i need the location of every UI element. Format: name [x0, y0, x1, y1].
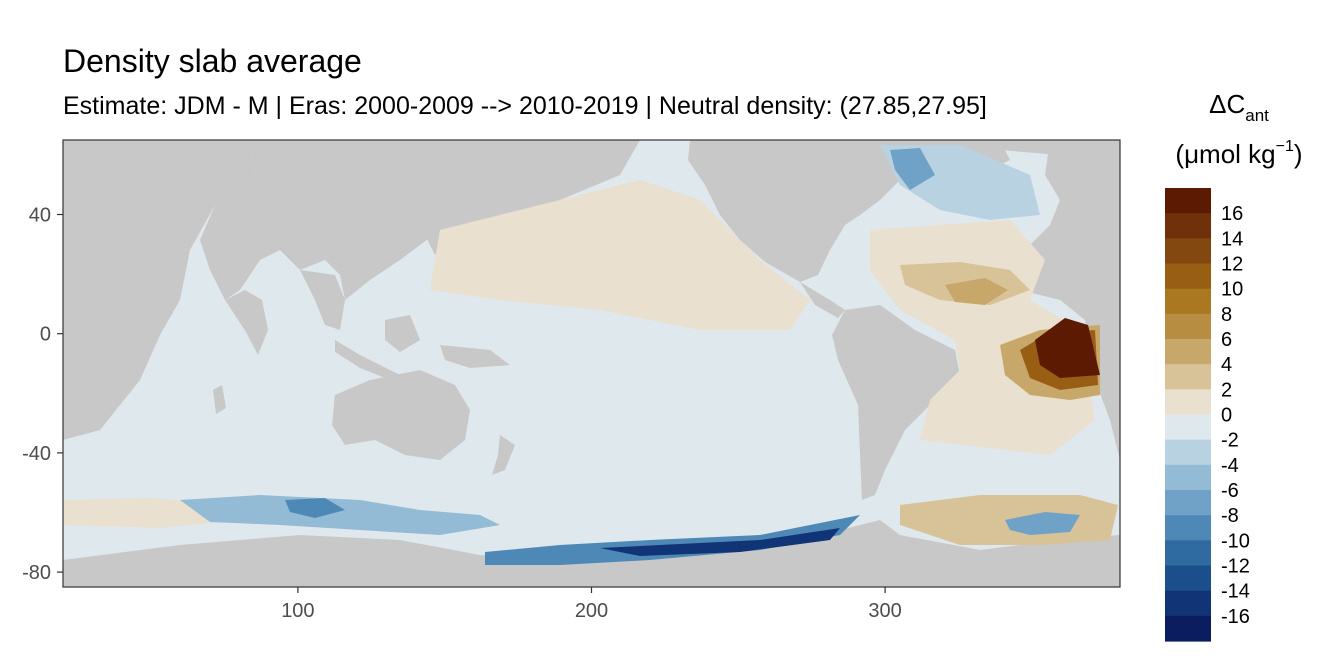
legend-title: ΔCant	[1209, 89, 1269, 125]
legend-swatch	[1165, 288, 1211, 315]
north-atlantic-core	[945, 278, 1008, 305]
anomaly-patches	[63, 145, 1118, 565]
legend-swatch	[1165, 238, 1211, 265]
y-tick-label: 0	[40, 324, 51, 346]
legend-unit-open: (μmol kg	[1175, 139, 1275, 169]
legend-label: 12	[1221, 254, 1243, 276]
legend-swatch	[1165, 188, 1211, 214]
legend-title-sub: ant	[1245, 106, 1269, 125]
labrador-sea-core	[890, 148, 935, 190]
legend-label: -4	[1221, 455, 1239, 477]
legend-swatch	[1165, 565, 1211, 592]
land-antarctica	[63, 520, 1120, 587]
legend-label: -2	[1221, 430, 1239, 452]
land-new-zealand	[492, 435, 515, 475]
land-central-america	[800, 282, 845, 318]
legend-label: -16	[1221, 606, 1250, 628]
legend-label: -12	[1221, 556, 1250, 578]
indian-southern-negative	[180, 495, 500, 535]
legend-label: 8	[1221, 304, 1232, 326]
legend-swatch	[1165, 213, 1211, 239]
legend-swatch	[1165, 464, 1211, 491]
chart-title: Density slab average	[63, 43, 362, 79]
legend-swatch	[1165, 515, 1211, 541]
legend-unit-sup: −1	[1276, 138, 1294, 155]
legend: 16 14 12 10 8 6 4 2 0 -2 -4 -6 -8 -10 -12 -14 -16 ΔCant (μ…	[1165, 89, 1303, 642]
y-tick-label: -80	[22, 562, 51, 584]
legend-swatch	[1165, 540, 1211, 567]
map-panel	[63, 140, 1120, 587]
legend-label: 6	[1221, 329, 1232, 351]
land-north-america	[688, 140, 1120, 282]
legend-label: -14	[1221, 581, 1250, 603]
x-tick-label: 300	[868, 600, 901, 622]
land-sumatra-java	[335, 340, 400, 382]
x-tick-label: 100	[281, 600, 314, 622]
legend-swatch	[1165, 590, 1211, 617]
chart-subtitle: Estimate: JDM - M | Eras: 2000-2009 --> …	[63, 92, 987, 120]
legend-swatch	[1165, 339, 1211, 365]
land-borneo	[385, 315, 420, 352]
legend-label: 10	[1221, 279, 1243, 301]
legend-unit-close: )	[1294, 139, 1303, 169]
indian-southern-core	[285, 498, 345, 518]
legend-swatch	[1165, 313, 1211, 340]
land-europe-africa-east	[1008, 140, 1120, 460]
legend-label: 2	[1221, 379, 1232, 401]
legend-title-main: ΔC	[1209, 89, 1245, 119]
land-indochina	[300, 270, 345, 330]
south-atlantic-east-max	[1035, 318, 1100, 378]
north-pacific-positive	[430, 180, 810, 330]
legend-label: 4	[1221, 354, 1232, 376]
legend-swatch	[1165, 364, 1211, 390]
y-tick-label: -40	[22, 443, 51, 465]
legend-swatch	[1165, 414, 1211, 441]
legend-label: 14	[1221, 228, 1243, 250]
legend-swatch	[1165, 389, 1211, 416]
legend-label: -6	[1221, 480, 1239, 502]
land-eurasia	[200, 140, 640, 300]
legend-label: 0	[1221, 405, 1232, 427]
weddell-negative	[1005, 512, 1080, 535]
y-tick-label: 40	[29, 205, 51, 227]
legend-swatch	[1165, 490, 1211, 516]
legend-unit: (μmol kg−1)	[1175, 138, 1302, 169]
legend-label: -8	[1221, 505, 1239, 527]
ross-sea-margin	[485, 515, 860, 565]
ross-sea-core	[600, 528, 840, 556]
land-australia	[332, 370, 470, 460]
legend-label: -10	[1221, 530, 1250, 552]
land-india	[225, 290, 268, 355]
x-tick-label: 200	[575, 600, 608, 622]
land-madagascar	[213, 385, 226, 414]
land-south-america	[832, 305, 960, 500]
legend-swatch	[1165, 615, 1211, 642]
land-masses	[63, 140, 1120, 587]
legend-label: 16	[1221, 203, 1243, 225]
legend-swatch	[1165, 439, 1211, 466]
legend-swatch	[1165, 263, 1211, 290]
land-new-guinea	[440, 345, 510, 368]
land-africa-west	[63, 140, 255, 440]
